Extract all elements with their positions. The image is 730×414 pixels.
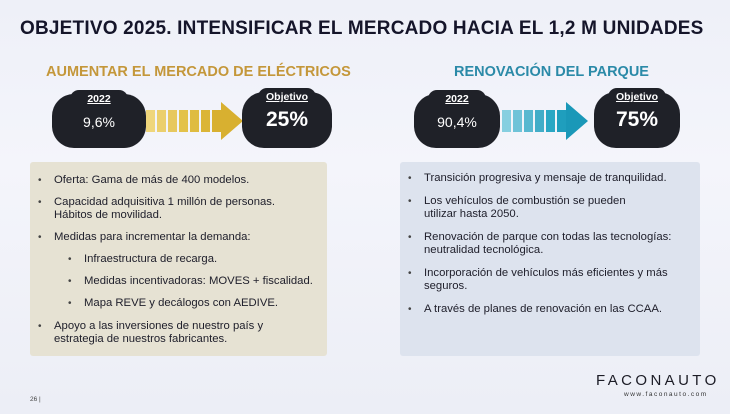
list-item: Mapa REVE y decálogos con AEDIVE. — [30, 297, 327, 310]
list-item: A través de planes de renovación en las … — [400, 303, 700, 316]
list-item: Capacidad adquisitiva 1 millón de person… — [30, 196, 300, 222]
list-item: Los vehículos de combustión se pueden ut… — [400, 195, 660, 221]
progress-arrow-icon — [146, 102, 243, 140]
section-heading-electric: AUMENTAR EL MERCADO DE ELÉCTRICOS — [46, 64, 351, 80]
list-item: Apoyo a las inversiones de nuestro país … — [30, 320, 298, 346]
slide-title: OBJETIVO 2025. INTENSIFICAR EL MERCADO H… — [20, 18, 704, 39]
target-value-pill: Objetivo 25% — [242, 88, 332, 148]
section-heading-renewal: RENOVACIÓN DEL PARQUE — [454, 64, 649, 80]
list-item: Renovación de parque con todas las tecno… — [400, 231, 690, 257]
progress-arrow-icon — [502, 102, 588, 140]
target-label: Objetivo — [608, 88, 666, 106]
arrow-head — [566, 102, 588, 140]
year-label: 2022 — [428, 90, 486, 108]
arrow-head — [221, 102, 243, 140]
arrow-bars — [146, 110, 221, 132]
list-item: Medidas incentivadoras: MOVES + fiscalid… — [30, 275, 327, 288]
arrow-bars — [502, 110, 566, 132]
electric-measures-panel: Oferta: Gama de más de 400 modelos. Capa… — [30, 162, 327, 356]
brand-url: www.faconauto.com — [624, 391, 708, 398]
list-item: Incorporación de vehículos más eficiente… — [400, 267, 675, 293]
list-item: Infraestructura de recarga. — [30, 253, 327, 266]
renewal-measures-panel: Transición progresiva y mensaje de tranq… — [400, 162, 700, 356]
year-label: 2022 — [70, 90, 128, 108]
page-number: 26 | — [30, 396, 41, 403]
brand-logo: FACONAUTO — [596, 372, 720, 389]
current-value-pill: 2022 90,4% — [414, 90, 500, 148]
current-value: 9,6% — [83, 114, 115, 130]
target-label: Objetivo — [258, 88, 316, 106]
target-value: 75% — [615, 108, 659, 131]
target-value: 25% — [265, 108, 309, 131]
list-item: Medidas para incrementar la demanda: — [30, 231, 327, 244]
current-value: 90,4% — [437, 114, 477, 130]
current-value-pill: 2022 9,6% — [52, 90, 146, 148]
list-item: Oferta: Gama de más de 400 modelos. — [30, 174, 327, 187]
list-item: Transición progresiva y mensaje de tranq… — [400, 172, 700, 185]
target-value-pill: Objetivo 75% — [594, 88, 680, 148]
